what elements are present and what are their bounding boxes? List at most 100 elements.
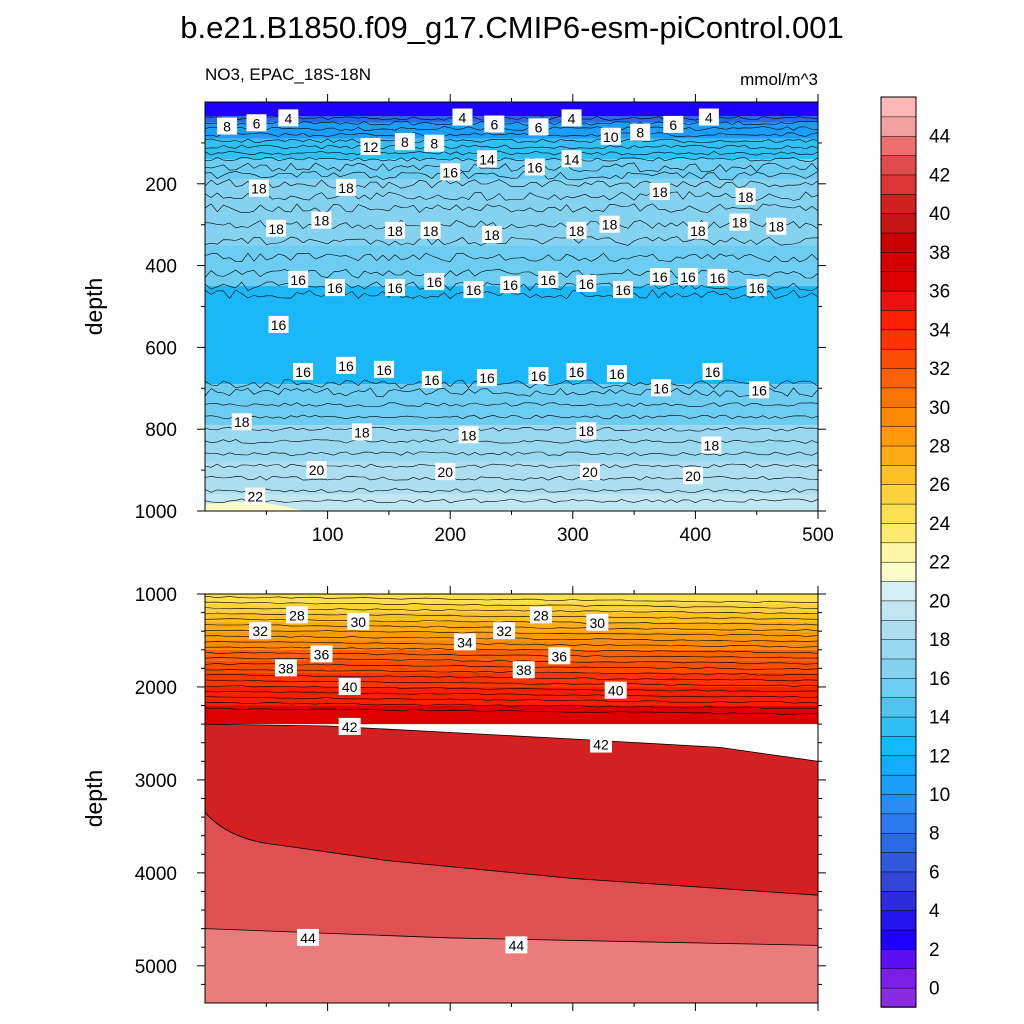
contour-label-box [246, 114, 267, 132]
colorbar-swatch [880, 271, 917, 292]
contour-label-box [394, 133, 415, 151]
contour-line [204, 178, 819, 189]
contour-label: 40 [338, 677, 361, 695]
contour-label-text: 16 [652, 269, 668, 285]
contour-label: 4 [278, 109, 299, 127]
contour-label-text: 44 [300, 930, 316, 946]
contour-label: 18 [481, 225, 502, 243]
contour-label-box [435, 463, 456, 481]
contour-label: 16 [476, 369, 497, 387]
contour-line [204, 132, 819, 137]
contour-label-box [476, 150, 497, 168]
contour-label-text: 8 [223, 119, 231, 135]
contour-line [204, 601, 819, 609]
colorbar-swatch [880, 522, 917, 544]
contour-label-text: 16 [527, 159, 543, 175]
contour-label-box [707, 268, 728, 286]
lower-band [205, 649, 818, 661]
colorbar-swatch [880, 387, 917, 408]
colorbar-tick-label: 16 [929, 669, 950, 690]
contour-line [204, 701, 819, 710]
contour-label: 16 [463, 281, 484, 299]
contour-label-box [649, 268, 670, 286]
contour-label-text: 16 [502, 277, 518, 293]
colorbar-swatch [880, 600, 917, 621]
contour-label-text: 18 [461, 427, 477, 443]
contour-label-text: 22 [247, 489, 263, 505]
colorbar-tick-label: 34 [929, 320, 951, 341]
contour-label: 16 [288, 270, 309, 288]
contour-label: 16 [500, 276, 521, 294]
contour-label-text: 16 [387, 280, 403, 296]
panel-units-label: mmol/m^3 [740, 70, 818, 89]
contour-line [204, 387, 819, 398]
colorbar-tick-label: 26 [929, 475, 950, 496]
contour-label-box [373, 360, 394, 378]
contour-label: 16 [613, 281, 634, 299]
lower-band [205, 686, 818, 706]
contour-label-box [249, 622, 272, 640]
contour-label-box [285, 606, 308, 624]
contour-label-box [310, 645, 333, 663]
colorbar-swatch [880, 561, 917, 582]
colorbar-swatch [880, 696, 917, 718]
contour-label: 16 [324, 279, 345, 297]
upper-band [205, 501, 304, 511]
colorbar-swatch [880, 968, 917, 989]
contour-label-text: 18 [690, 223, 706, 239]
contour-label-box [589, 735, 612, 753]
contour-label-box [293, 362, 314, 380]
contour-label-text: 18 [338, 180, 354, 196]
upper-band [205, 384, 818, 426]
colorbar-swatch [880, 193, 917, 214]
contour-label: 18 [599, 215, 620, 233]
contour-label-text: 16 [569, 364, 585, 380]
colorbar-tick-label: 32 [929, 359, 950, 380]
contour-label-box [512, 661, 535, 679]
contour-line [204, 723, 819, 762]
colorbar-tick-label: 36 [929, 282, 950, 303]
contour-line [204, 126, 819, 131]
y-tick-label: 4000 [135, 864, 177, 885]
contour-label: 4 [698, 108, 719, 126]
contour-label-box [274, 659, 297, 677]
contour-label-box [324, 279, 345, 297]
contour-line [204, 156, 819, 162]
contour-label-box [576, 275, 597, 293]
contour-label: 16 [528, 367, 549, 385]
contour-label-box [606, 364, 627, 382]
contour-label-box [311, 211, 332, 229]
contour-label-box [529, 606, 552, 624]
contour-label: 4 [561, 109, 582, 127]
contour-line [204, 191, 819, 201]
contour-label-box [735, 187, 756, 205]
contour-line [204, 219, 819, 230]
contour-label-box [481, 225, 502, 243]
contour-label-box [613, 281, 634, 299]
contour-line [204, 451, 819, 457]
contour-label-text: 28 [289, 607, 305, 623]
y-tick-label: 400 [145, 257, 177, 278]
contour-label: 12 [360, 137, 381, 155]
contour-label-box [217, 117, 238, 135]
contour-label-text: 16 [271, 317, 287, 333]
contour-label: 16 [649, 268, 670, 286]
contour-label-text: 18 [738, 189, 754, 205]
colorbar-tick-label: 6 [929, 862, 940, 883]
colorbar-swatch [880, 774, 917, 795]
contour-label-box [576, 422, 597, 440]
colorbar-tick-label: 18 [929, 630, 950, 651]
contour-label-text: 18 [387, 223, 403, 239]
colorbar-swatch [880, 425, 917, 447]
lower-band [205, 705, 818, 725]
contour-label-box [630, 123, 651, 141]
colorbar-tick-label: 40 [929, 204, 950, 225]
contour-label-text: 32 [252, 623, 268, 639]
contour-label-box [599, 215, 620, 233]
contour-label: 16 [440, 163, 461, 181]
contour-label-text: 8 [401, 134, 409, 150]
contour-label-box [687, 221, 708, 239]
contour-label-box [749, 381, 770, 399]
contour-label-text: 4 [568, 110, 576, 126]
contour-label-box [651, 379, 672, 397]
